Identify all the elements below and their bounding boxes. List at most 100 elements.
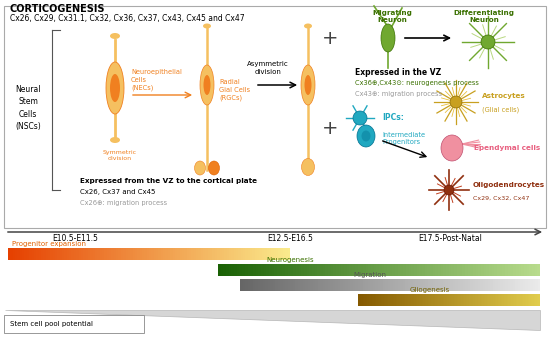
Bar xyxy=(201,248,203,260)
Bar xyxy=(486,294,487,306)
Bar xyxy=(507,294,508,306)
Bar xyxy=(535,279,537,291)
Bar xyxy=(500,264,503,276)
Bar xyxy=(395,264,398,276)
Bar xyxy=(50,248,53,260)
Text: Stem cell pool potential: Stem cell pool potential xyxy=(10,321,93,327)
Bar xyxy=(118,248,121,260)
Bar xyxy=(358,294,360,306)
Bar xyxy=(175,248,177,260)
Bar xyxy=(444,294,446,306)
Bar xyxy=(410,279,412,291)
Bar xyxy=(461,294,463,306)
Bar xyxy=(530,279,532,291)
Bar xyxy=(133,248,135,260)
Bar xyxy=(492,279,495,291)
Bar xyxy=(372,294,373,306)
Bar xyxy=(400,264,403,276)
Bar xyxy=(170,248,173,260)
Bar xyxy=(436,264,438,276)
Bar xyxy=(489,264,492,276)
Bar xyxy=(472,279,475,291)
Bar xyxy=(463,294,464,306)
Bar xyxy=(448,294,449,306)
Bar xyxy=(403,264,406,276)
Bar xyxy=(339,264,342,276)
Bar xyxy=(186,248,189,260)
Bar xyxy=(511,294,513,306)
Bar xyxy=(406,264,409,276)
Bar xyxy=(248,264,250,276)
Bar xyxy=(427,279,430,291)
Bar xyxy=(257,248,260,260)
Bar xyxy=(499,294,500,306)
Text: Ependymal cells: Ependymal cells xyxy=(474,145,540,151)
Bar xyxy=(257,279,260,291)
Bar xyxy=(497,264,500,276)
Bar xyxy=(10,248,13,260)
Ellipse shape xyxy=(353,111,367,125)
Bar xyxy=(265,279,267,291)
Bar xyxy=(395,279,398,291)
Bar xyxy=(443,294,444,306)
Bar xyxy=(481,294,482,306)
Bar xyxy=(86,248,88,260)
Bar xyxy=(282,264,285,276)
Bar xyxy=(88,248,90,260)
Bar xyxy=(446,294,448,306)
Bar xyxy=(290,279,293,291)
Bar xyxy=(468,264,470,276)
Bar xyxy=(34,248,36,260)
Bar xyxy=(74,248,76,260)
Bar xyxy=(494,294,496,306)
Bar xyxy=(210,248,212,260)
Bar xyxy=(39,248,41,260)
Bar xyxy=(437,279,440,291)
Bar xyxy=(379,264,382,276)
Bar xyxy=(267,248,269,260)
Bar xyxy=(269,264,272,276)
Bar xyxy=(440,279,443,291)
Bar xyxy=(377,279,380,291)
Bar xyxy=(102,248,104,260)
Bar xyxy=(526,264,529,276)
Bar xyxy=(223,264,226,276)
Bar xyxy=(13,248,15,260)
Bar xyxy=(46,248,48,260)
Bar xyxy=(90,248,92,260)
Bar xyxy=(274,264,277,276)
Bar xyxy=(229,248,231,260)
Bar xyxy=(203,248,205,260)
Bar xyxy=(149,248,151,260)
Bar xyxy=(496,294,498,306)
Bar xyxy=(438,294,440,306)
Bar xyxy=(60,248,62,260)
Bar xyxy=(130,248,133,260)
Bar xyxy=(166,248,168,260)
Bar xyxy=(532,279,535,291)
Bar xyxy=(22,248,24,260)
Bar xyxy=(116,248,118,260)
Text: E12.5-E16.5: E12.5-E16.5 xyxy=(267,234,313,243)
Bar xyxy=(492,264,494,276)
Bar xyxy=(476,294,478,306)
Bar xyxy=(400,279,403,291)
Bar xyxy=(472,294,473,306)
Bar xyxy=(255,248,257,260)
Bar xyxy=(81,248,83,260)
Bar xyxy=(64,248,67,260)
Bar xyxy=(234,248,236,260)
Bar xyxy=(153,248,156,260)
Bar xyxy=(455,279,458,291)
Bar xyxy=(306,264,309,276)
Bar xyxy=(112,248,114,260)
Bar xyxy=(508,264,510,276)
Bar xyxy=(521,264,524,276)
Bar xyxy=(425,294,426,306)
Bar xyxy=(411,294,412,306)
Text: Neural
Stem
Cells
(NSCs): Neural Stem Cells (NSCs) xyxy=(15,85,41,131)
Ellipse shape xyxy=(361,130,371,141)
Bar xyxy=(57,248,60,260)
Bar xyxy=(331,264,333,276)
Bar xyxy=(140,248,142,260)
